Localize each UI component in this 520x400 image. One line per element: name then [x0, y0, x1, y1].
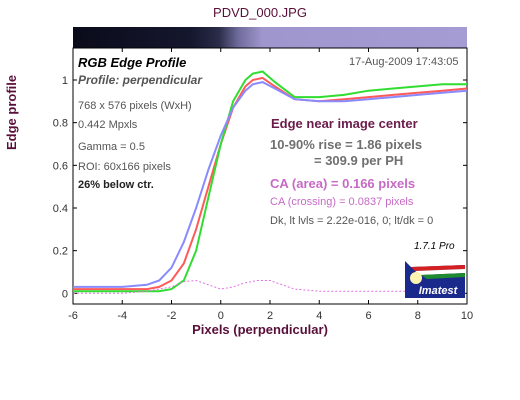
- megapixels: 0.442 Mpxls: [78, 119, 138, 131]
- y-tick-label: 0.8: [53, 118, 68, 130]
- x-tick-label: 0: [218, 310, 224, 320]
- file-title: PDVD_000.JPG: [213, 5, 307, 20]
- chart-subtitle: Profile: perpendicular: [78, 73, 203, 87]
- gamma-value: Gamma = 0.5: [78, 141, 145, 153]
- chart-title: RGB Edge Profile: [78, 55, 187, 70]
- version-label: 1.7.1 Pro: [414, 241, 455, 252]
- edge-profile-plot: -6 -4 -2 0 2 4 6 8 10 0 0.2 0.4 0.6 0.8 1: [53, 47, 473, 320]
- y-axis-label: Edge profile: [4, 74, 19, 150]
- logo-text: Imatest: [419, 285, 459, 297]
- y-tick-label: 1: [62, 75, 68, 87]
- edge-image-strip: [73, 27, 467, 48]
- series-line-0: [73, 76, 468, 291]
- series-line-3: [73, 279, 467, 294]
- image-dimensions: 768 x 576 pixels (WxH): [78, 100, 192, 112]
- x-tick-label: -6: [68, 310, 78, 320]
- y-tick-label: 0.6: [53, 160, 68, 172]
- x-tick-label: 10: [461, 310, 473, 320]
- ca-crossing: CA (crossing) = 0.0837 pixels: [270, 196, 414, 208]
- y-tick-label: 0.4: [53, 203, 68, 215]
- y-tick-label: 0: [62, 288, 68, 300]
- x-tick-label: -4: [117, 310, 127, 320]
- roi-position: 26% below ctr.: [78, 179, 154, 191]
- edge-location: Edge near image center: [271, 116, 418, 131]
- rise-distance: 10-90% rise = 1.86 pixels: [270, 137, 423, 152]
- dark-light-levels: Dk, lt lvls = 2.22e-016, 0; lt/dk = 0: [270, 215, 434, 227]
- ca-area: CA (area) = 0.166 pixels: [270, 176, 416, 191]
- x-axis-label: Pixels (perpendicular): [192, 322, 328, 337]
- x-tick-label: 2: [267, 310, 273, 320]
- x-tick-label: 8: [415, 310, 421, 320]
- series-line-2: [73, 81, 468, 288]
- y-tick-label: 0.2: [53, 246, 68, 258]
- series-line-1: [73, 70, 467, 293]
- rise-per-ph: = 309.9 per PH: [314, 153, 404, 168]
- x-tick-label: 4: [316, 310, 322, 320]
- x-tick-label: -2: [167, 310, 177, 320]
- x-tick-label: 6: [365, 310, 371, 320]
- chart-timestamp: 17-Aug-2009 17:43:05: [349, 56, 459, 68]
- roi-size: ROI: 60x166 pixels: [78, 161, 171, 173]
- imatest-logo: Imatest: [405, 261, 465, 298]
